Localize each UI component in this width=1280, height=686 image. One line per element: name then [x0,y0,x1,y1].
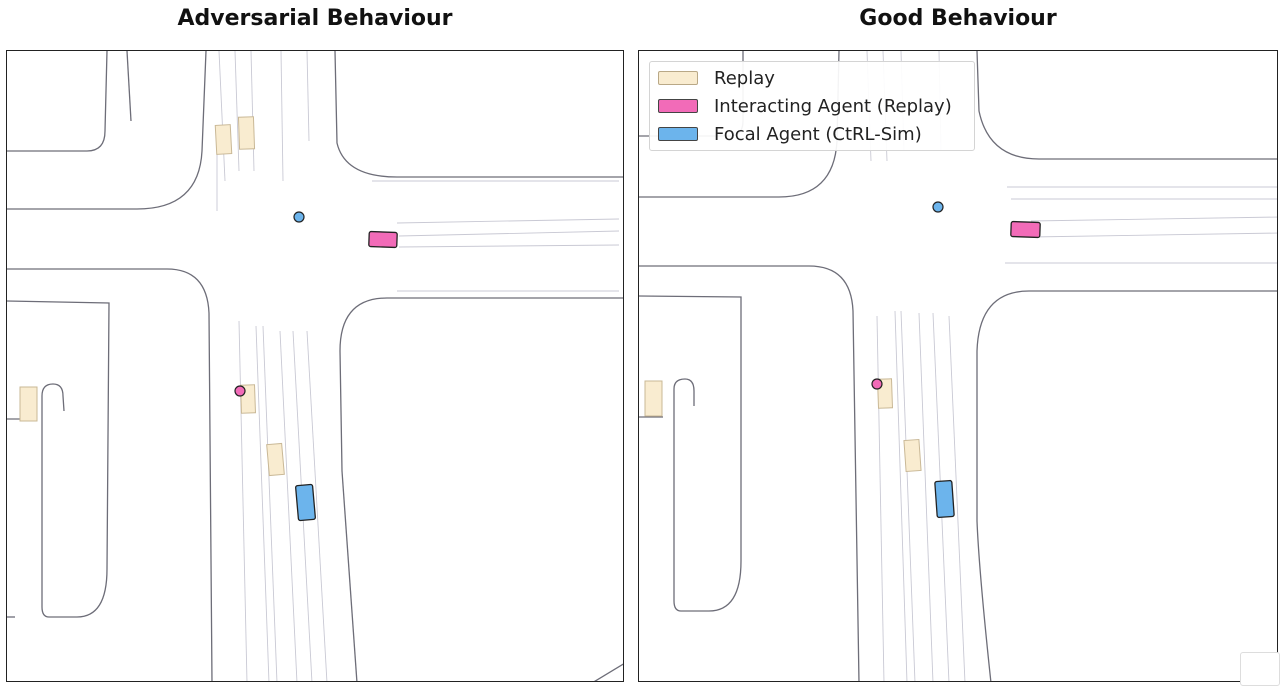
interacting-swatch-icon [658,99,698,113]
road-edge-se-lower [976,520,992,681]
lane-line [280,51,284,182]
road-edge-nw-stub [126,51,132,122]
lane-line [250,51,255,172]
interacting-goal-marker [871,378,883,390]
lane-line [262,325,278,681]
lane-lines [216,51,620,681]
focal-agent-car [934,479,955,519]
legend-item-replay: Replay [658,65,775,91]
legend: Replay Interacting Agent (Replay) Focal … [649,61,975,151]
road-edge-ne [976,51,1277,160]
focal-agent-car [295,483,316,522]
replay-car [903,438,922,473]
road-edge-w-upper-sw [7,268,213,681]
lane-line [255,325,270,681]
road-edge-ne [334,51,623,178]
lane-line [396,218,620,224]
legend-label: Replay [714,67,775,89]
good-scene-panel: Replay Interacting Agent (Replay) Focal … [638,50,1278,682]
adversarial-scene-panel [6,50,624,682]
replay-car [19,386,38,422]
road-edge-sw-parking [7,300,110,618]
lane-line [1030,232,1277,238]
lane-line [306,51,310,142]
lane-line [306,330,328,681]
agents [644,201,1041,519]
interacting-goal-marker [234,385,246,397]
road-edge-se-corner [594,663,623,681]
road-edges [7,51,623,681]
lane-line [948,315,966,681]
lane-line [234,51,240,172]
lane-line [894,310,908,681]
lane-line [398,230,620,237]
legend-item-focal: Focal Agent (CtRL-Sim) [658,121,922,147]
road-edge-nw-inner [7,51,108,152]
replay-swatch-icon [658,71,698,85]
road-edge-nw-outer [7,51,207,210]
focal-goal-marker [293,211,305,223]
interacting-agent-car [1010,220,1041,239]
replay-car [644,380,663,417]
lane-line [218,51,226,182]
focal-swatch-icon [658,127,698,141]
interacting-agent-car [368,230,398,249]
legend-label: Interacting Agent (Replay) [714,95,952,117]
replay-car [214,124,233,155]
focal-goal-marker [932,201,944,213]
lane-line [1030,216,1277,222]
legend-label: Focal Agent (CtRL-Sim) [714,123,922,145]
road-edge-w-upper-sw [639,265,860,681]
adversarial-road-map [7,51,623,681]
road-edge-se-upper [339,297,623,472]
road-edge-se-upper [976,290,1277,521]
agents [19,116,398,522]
road-edge-sw-parking [639,295,742,612]
legend-item-interacting: Interacting Agent (Replay) [658,93,952,119]
replay-car [266,442,285,477]
road-edge-se-lower [341,470,358,681]
replay-car [237,116,256,150]
lane-line [238,320,248,681]
panel-title-adversarial: Adversarial Behaviour [177,6,453,31]
thumbnail-preview [1240,652,1280,686]
lane-line [918,312,934,681]
lane-line [398,244,620,248]
lane-line [876,315,885,681]
lane-line [279,330,298,681]
lane-line [900,310,916,681]
panel-title-good: Good Behaviour [859,6,1057,31]
